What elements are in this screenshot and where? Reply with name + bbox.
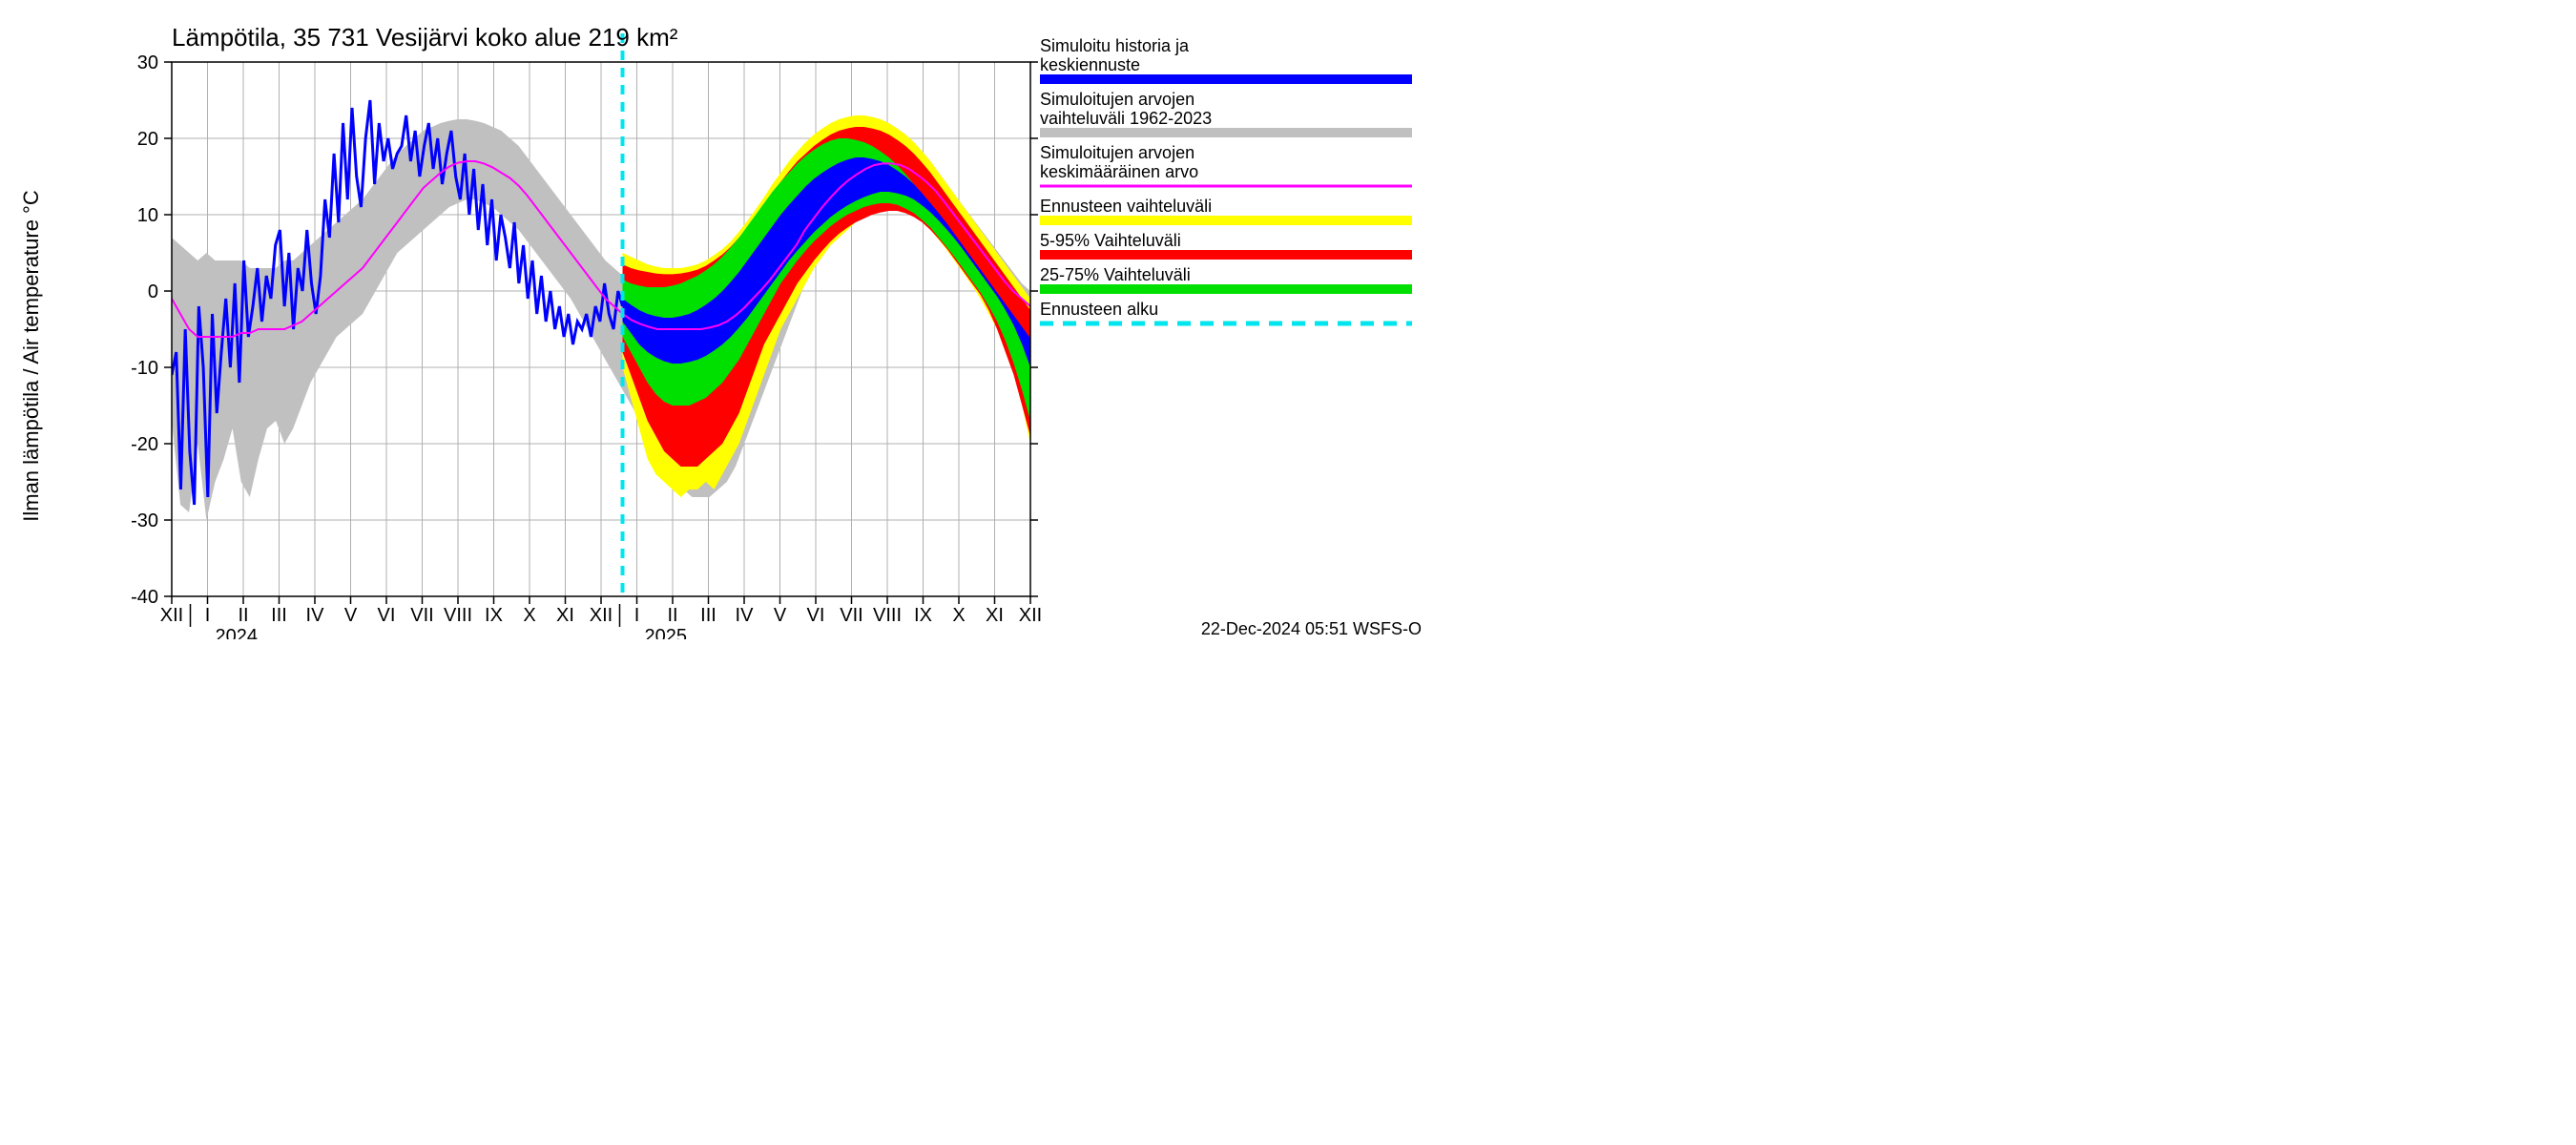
- x-month-label: VII: [840, 605, 862, 626]
- temperature-forecast-chart: -40-30-20-100102030XIIIIIIIIIVVVIVIIVIII…: [0, 0, 1431, 639]
- legend-swatch: [1040, 284, 1412, 294]
- x-month-label: X: [952, 605, 965, 626]
- legend-label: Simuloitujen arvojen: [1040, 90, 1195, 109]
- y-tick-label: 30: [137, 52, 158, 73]
- x-year-label: 2025: [645, 626, 688, 639]
- x-month-label: VIII: [444, 605, 472, 626]
- x-month-label: V: [774, 605, 787, 626]
- x-month-label: XII: [590, 605, 613, 626]
- y-tick-label: -30: [131, 510, 158, 531]
- x-month-label: III: [700, 605, 717, 626]
- legend-label: 5-95% Vaihteluväli: [1040, 231, 1181, 250]
- legend-swatch: [1040, 216, 1412, 225]
- x-month-label: VI: [807, 605, 825, 626]
- x-month-label: XI: [986, 605, 1004, 626]
- y-tick-label: 10: [137, 205, 158, 226]
- legend-label: keskiennuste: [1040, 55, 1140, 74]
- x-month-label: VII: [410, 605, 433, 626]
- chart-footer: 22-Dec-2024 05:51 WSFS-O: [1201, 619, 1422, 638]
- legend-label: Ennusteen vaihteluväli: [1040, 197, 1212, 216]
- y-tick-label: 0: [148, 281, 158, 302]
- y-tick-label: -20: [131, 434, 158, 455]
- legend-label: keskimääräinen arvo: [1040, 162, 1198, 181]
- y-axis-label: Ilman lämpötila / Air temperature °C: [19, 190, 43, 522]
- legend-swatch: [1040, 250, 1412, 260]
- x-month-label: XII: [1019, 605, 1042, 626]
- chart-title: Lämpötila, 35 731 Vesijärvi koko alue 21…: [172, 23, 678, 52]
- x-month-label: IX: [485, 605, 503, 626]
- legend-swatch: [1040, 128, 1412, 137]
- y-tick-label: 20: [137, 129, 158, 150]
- x-month-label: II: [238, 605, 248, 626]
- y-tick-label: -40: [131, 587, 158, 608]
- x-month-label: III: [271, 605, 287, 626]
- legend-swatch: [1040, 74, 1412, 84]
- x-month-label: IX: [914, 605, 932, 626]
- legend-label: 25-75% Vaihteluväli: [1040, 265, 1191, 284]
- x-month-label: IV: [736, 605, 755, 626]
- y-tick-label: -10: [131, 358, 158, 379]
- x-month-label: I: [634, 605, 640, 626]
- x-year-label: 2024: [216, 626, 259, 639]
- x-month-label: VI: [378, 605, 396, 626]
- x-month-label: II: [667, 605, 677, 626]
- x-month-label: I: [205, 605, 211, 626]
- x-month-label: V: [344, 605, 358, 626]
- x-month-label: VIII: [873, 605, 902, 626]
- x-month-label: IV: [306, 605, 325, 626]
- x-month-label: XI: [556, 605, 574, 626]
- x-month-label: XII: [160, 605, 183, 626]
- legend-label: vaihteluväli 1962-2023: [1040, 109, 1212, 128]
- x-month-label: X: [523, 605, 535, 626]
- legend-label: Simuloitu historia ja: [1040, 36, 1190, 55]
- legend-label: Simuloitujen arvojen: [1040, 143, 1195, 162]
- legend-label: Ennusteen alku: [1040, 300, 1158, 319]
